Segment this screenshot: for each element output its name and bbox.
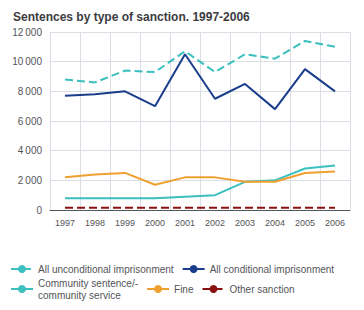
svg-text:6 000: 6 000 <box>18 116 43 127</box>
svg-text:1998: 1998 <box>85 218 105 228</box>
svg-text:2002: 2002 <box>205 218 225 228</box>
svg-text:2001: 2001 <box>175 218 195 228</box>
svg-text:4 000: 4 000 <box>18 145 43 156</box>
svg-text:Sentences by type of sanction.: Sentences by type of sanction. 1997-2006 <box>13 10 250 24</box>
svg-text:2003: 2003 <box>235 218 255 228</box>
svg-text:2004: 2004 <box>265 218 285 228</box>
svg-text:All conditional imprisonment: All conditional imprisonment <box>210 264 335 275</box>
svg-text:1997: 1997 <box>55 218 75 228</box>
svg-text:10 000: 10 000 <box>12 56 42 67</box>
svg-text:2006: 2006 <box>325 218 345 228</box>
svg-text:Fine: Fine <box>174 284 194 295</box>
svg-text:8 000: 8 000 <box>18 86 43 97</box>
svg-text:2005: 2005 <box>295 218 315 228</box>
svg-text:Community sentence/-: Community sentence/- <box>38 278 138 289</box>
svg-text:Other sanction: Other sanction <box>229 284 294 295</box>
svg-text:2000: 2000 <box>145 218 165 228</box>
svg-text:community service: community service <box>38 290 121 301</box>
svg-text:2 000: 2 000 <box>18 175 43 186</box>
svg-text:0: 0 <box>36 205 42 216</box>
svg-text:12 000: 12 000 <box>12 27 42 38</box>
svg-text:1999: 1999 <box>115 218 135 228</box>
svg-text:All unconditional imprisonment: All unconditional imprisonment <box>38 264 174 275</box>
